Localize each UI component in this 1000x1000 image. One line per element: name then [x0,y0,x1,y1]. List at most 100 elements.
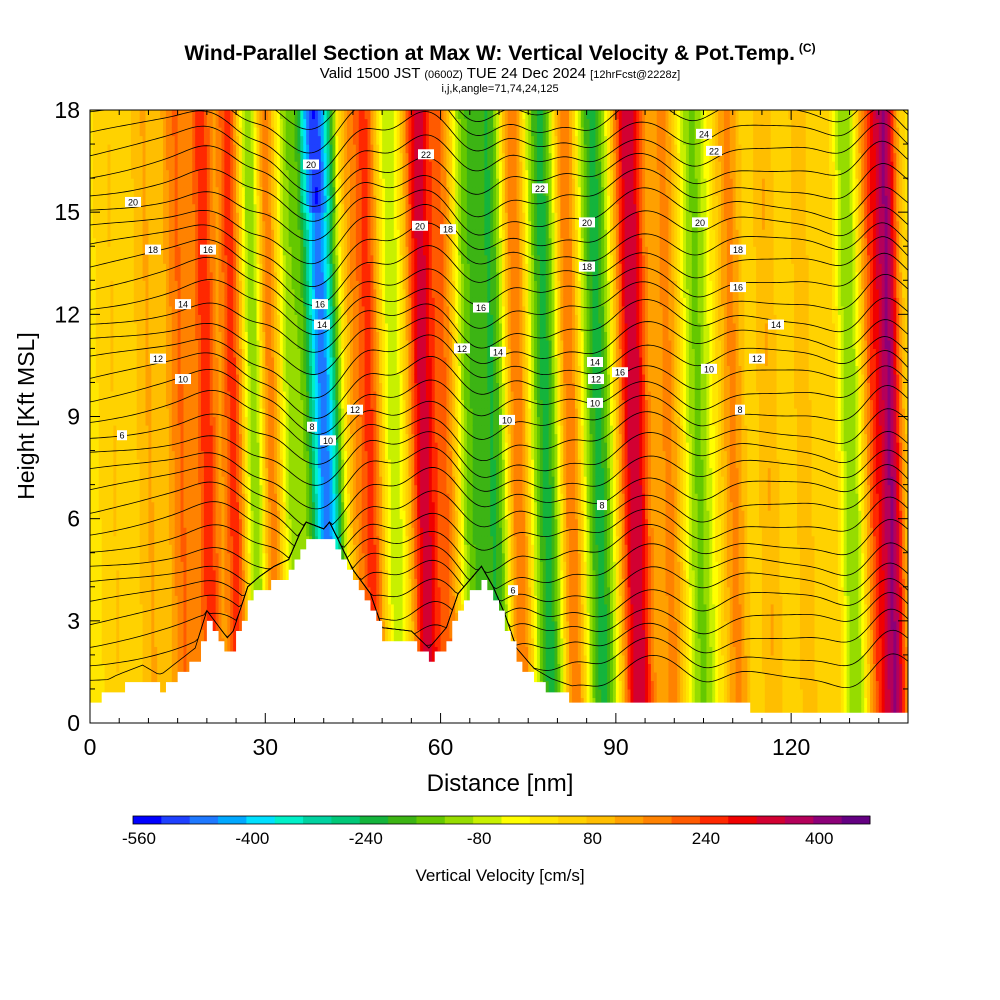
heatmap-cell [259,476,263,486]
heatmap-cell [203,110,208,120]
heatmap-cell [203,305,208,315]
heatmap-cell [130,399,135,409]
heatmap-cell [180,356,185,367]
heatmap-cell [139,152,144,162]
heatmap-cell [133,535,138,545]
heatmap-cell [171,237,176,247]
heatmap-cell [250,186,255,196]
heatmap-cell [165,654,170,664]
heatmap-cell [276,322,281,332]
heatmap-cell [104,476,109,486]
heatmap-cell [244,459,249,469]
heatmap-cell [282,229,287,239]
heatmap-cell [265,552,269,562]
heatmap-cell [233,229,237,239]
heatmap-cell [238,203,243,213]
heatmap-cell [259,322,263,332]
heatmap-cell [177,501,182,511]
heatmap-cell [130,297,135,307]
heatmap-cell [92,373,97,384]
heatmap-cell [282,331,287,341]
heatmap-cell [116,195,120,205]
heatmap-cell [279,322,284,332]
heatmap-cell [127,629,132,639]
heatmap-cell [238,476,243,486]
heatmap-cell [262,518,266,528]
heatmap-cell [177,178,182,188]
heatmap-cell [233,603,237,613]
heatmap-cell [101,595,106,605]
heatmap-cell [233,373,237,384]
heatmap-cell [215,399,220,409]
heatmap-cell [110,203,114,213]
heatmap-cell [163,407,167,418]
heatmap-cell [259,203,263,213]
heatmap-cell [168,135,173,145]
heatmap-cell [212,339,217,349]
heatmap-cell [107,544,112,554]
heatmap-cell [209,365,214,375]
heatmap-cell [136,212,141,222]
heatmap-cell [198,484,202,494]
heatmap-cell [233,288,237,298]
heatmap-cell [171,425,176,435]
heatmap-cell [98,637,103,647]
heatmap-cell [168,220,173,230]
heatmap-cell [271,314,275,324]
heatmap-cell [227,476,231,486]
heatmap-cell [227,493,231,503]
heatmap-cell [189,561,193,571]
heatmap-cell [98,620,103,630]
heatmap-cell [165,637,170,647]
heatmap-cell [192,263,196,273]
heatmap-cell [98,450,103,460]
heatmap-cell [227,527,231,537]
heatmap-cell [148,127,152,137]
heatmap-cell [139,637,144,647]
heatmap-cell [95,688,100,699]
heatmap-cell [148,195,152,205]
heatmap-cell [101,544,106,554]
heatmap-cell [218,271,223,281]
heatmap-cell [221,407,225,418]
heatmap-cell [271,399,275,409]
heatmap-cell [265,484,269,494]
heatmap-cell [139,288,144,298]
heatmap-cell [142,322,147,332]
heatmap-cell [282,510,287,520]
heatmap-cell [148,161,152,171]
heatmap-cell [127,425,132,435]
heatmap-cell [221,459,225,469]
heatmap-cell [253,297,258,307]
heatmap-cell [139,314,144,324]
heatmap-cell [122,229,126,239]
heatmap-cell [195,305,199,315]
heatmap-cell [177,552,182,562]
heatmap-cell [104,425,109,435]
heatmap-cell [244,220,249,230]
heatmap-cell [209,356,214,367]
heatmap-cell [139,212,144,222]
heatmap-cell [130,646,135,656]
heatmap-cell [224,527,228,537]
heatmap-cell [253,152,258,162]
heatmap-cell [247,169,252,179]
heatmap-cell [253,348,258,358]
heatmap-cell [163,646,167,656]
heatmap-cell [241,407,246,418]
heatmap-cell [250,169,255,179]
heatmap-cell [183,612,188,622]
heatmap-cell [127,229,132,239]
heatmap-cell [151,442,155,452]
heatmap-cell [136,280,141,290]
heatmap-cell [142,212,147,222]
heatmap-cell [98,169,103,179]
heatmap-cell [119,263,123,273]
heatmap-cell [145,254,150,264]
heatmap-cell [259,161,263,171]
heatmap-cell [107,603,112,613]
heatmap-cell [113,578,117,588]
heatmap-cell [221,297,225,307]
heatmap-cell [110,195,114,205]
heatmap-cell [139,195,144,205]
